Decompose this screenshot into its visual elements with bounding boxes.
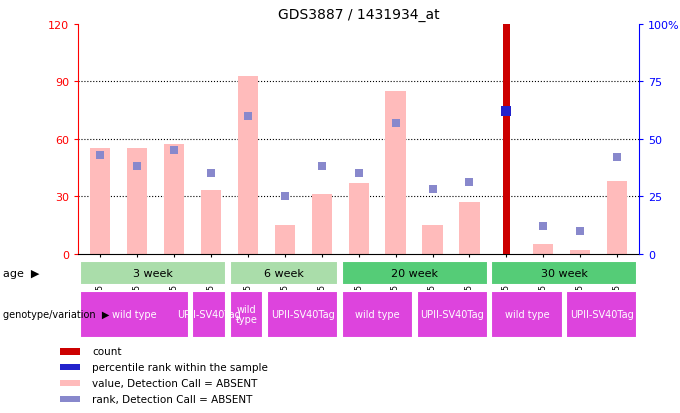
Bar [80,292,188,338]
Text: rank, Detection Call = ABSENT: rank, Detection Call = ABSENT [92,394,252,404]
Bar [164,145,184,254]
Bar [267,292,338,338]
Text: 6 week: 6 week [264,268,304,278]
Bar [90,149,110,254]
Bar [349,183,369,254]
Bar [311,195,332,254]
Bar [492,261,637,286]
Bar [60,380,80,386]
Text: value, Detection Call = ABSENT: value, Detection Call = ABSENT [92,378,257,388]
Bar [607,181,627,254]
Bar [533,244,554,254]
Bar [566,292,637,338]
Text: UPII-SV40Tag: UPII-SV40Tag [271,309,335,319]
Bar [492,292,562,338]
Text: count: count [92,347,122,356]
Text: wild
type: wild type [235,304,258,324]
Text: percentile rank within the sample: percentile rank within the sample [92,362,268,373]
Text: 30 week: 30 week [541,268,588,278]
Bar [503,25,509,254]
Bar [192,292,226,338]
Bar [60,396,80,402]
Text: wild type: wild type [505,309,549,319]
Text: wild type: wild type [355,309,400,319]
Text: UPII-SV40Tag: UPII-SV40Tag [570,309,634,319]
Bar [342,292,413,338]
Bar [459,202,479,254]
Bar [342,261,488,286]
Bar [127,149,148,254]
Bar [60,349,80,355]
Bar [422,225,443,254]
Bar [201,191,221,254]
Bar [80,261,226,286]
Text: wild type: wild type [112,309,156,319]
Text: UPII-SV40Tag: UPII-SV40Tag [177,309,241,319]
Text: UPII-SV40Tag: UPII-SV40Tag [420,309,484,319]
Bar [275,225,295,254]
Bar [230,261,338,286]
Bar [230,292,263,338]
Title: GDS3887 / 1431934_at: GDS3887 / 1431934_at [278,8,439,22]
Bar [238,76,258,254]
Text: 20 week: 20 week [391,268,439,278]
Bar [417,292,488,338]
Text: genotype/variation  ▶: genotype/variation ▶ [3,310,109,320]
Bar [570,250,590,254]
Bar [386,92,406,254]
Text: age  ▶: age ▶ [3,268,39,278]
Bar [60,364,80,370]
Text: 3 week: 3 week [133,268,173,278]
